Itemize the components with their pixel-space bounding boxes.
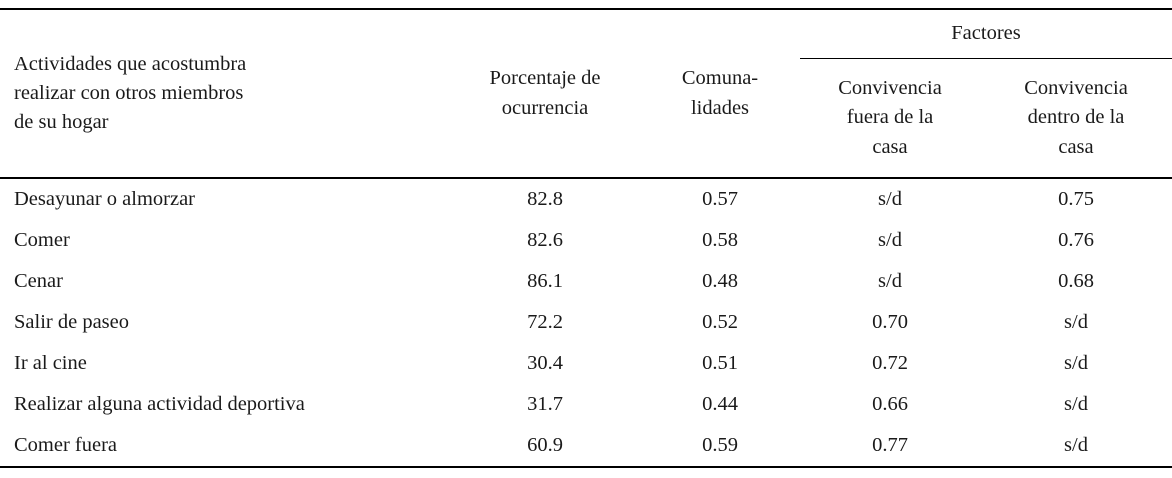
factor-outside-cell: 0.72 <box>872 352 908 375</box>
communalities-cell: 0.59 <box>702 434 738 457</box>
factors-group-header: Factores <box>800 9 1172 59</box>
occurrence-cell: 60.9 <box>527 434 563 457</box>
activity-cell: Ir al cine <box>14 352 87 375</box>
factor-inside-cell: 0.75 <box>1058 188 1094 211</box>
occurrence-cell: 82.8 <box>527 188 563 211</box>
table-row: Desayunar o almorzar 82.8 0.57 s/d 0.75 <box>0 178 1172 220</box>
factor-analysis-table: Actividades que acostumbra realizar con … <box>0 8 1172 468</box>
factor-inside-cell: s/d <box>1064 434 1088 457</box>
occurrence-cell: 30.4 <box>527 352 563 375</box>
table-row: Salir de paseo 72.2 0.52 0.70 s/d <box>0 302 1172 343</box>
factor-inside-cell: s/d <box>1064 393 1088 416</box>
activity-cell: Comer fuera <box>14 434 118 457</box>
factor-outside-cell: 0.66 <box>872 393 908 416</box>
activity-column-header: Actividades que acostumbra realizar con … <box>0 9 450 179</box>
factor-outside-header: Convivencia fuera de la casa <box>800 58 980 179</box>
activity-cell: Realizar alguna actividad deportiva <box>14 393 305 416</box>
table-header-row-factors: Convivencia fuera de la casa Convivencia… <box>0 58 1172 179</box>
table-header: Actividades que acostumbra realizar con … <box>0 9 1172 179</box>
communalities-column-header: Comuna- lidades <box>640 9 800 179</box>
factor-inside-header: Convivencia dentro de la casa <box>980 58 1172 179</box>
factor-inside-cell: 0.76 <box>1058 229 1094 252</box>
factor-outside-cell: 0.77 <box>872 434 908 457</box>
factor-inside-cell: s/d <box>1064 311 1088 334</box>
table-row: Comer fuera 60.9 0.59 0.77 s/d <box>0 425 1172 467</box>
occurrence-cell: 82.6 <box>527 229 563 252</box>
factor-inside-cell: 0.68 <box>1058 270 1094 293</box>
activity-cell: Desayunar o almorzar <box>14 188 195 211</box>
factor-outside-cell: s/d <box>878 188 902 211</box>
table-header-row-group: Actividades que acostumbra realizar con … <box>0 9 1172 179</box>
communalities-cell: 0.51 <box>702 352 738 375</box>
communalities-cell: 0.57 <box>702 188 738 211</box>
table-row: Ir al cine 30.4 0.51 0.72 s/d <box>0 343 1172 384</box>
factor-inside-cell: s/d <box>1064 352 1088 375</box>
activity-cell: Comer <box>14 229 70 252</box>
communalities-cell: 0.52 <box>702 311 738 334</box>
table-row: Cenar 86.1 0.48 s/d 0.68 <box>0 261 1172 302</box>
activity-cell: Cenar <box>14 270 63 293</box>
table-row: Realizar alguna actividad deportiva 31.7 0… <box>0 384 1172 425</box>
communalities-cell: 0.48 <box>702 270 738 293</box>
activity-cell: Salir de paseo <box>14 311 129 334</box>
communalities-cell: 0.44 <box>702 393 738 416</box>
occurrence-column-header: Porcentaje de ocurrencia <box>450 9 640 179</box>
communalities-cell: 0.58 <box>702 229 738 252</box>
occurrence-cell: 86.1 <box>527 270 563 293</box>
occurrence-cell: 31.7 <box>527 393 563 416</box>
occurrence-cell: 72.2 <box>527 311 563 334</box>
table-row: Comer 82.6 0.58 s/d 0.76 <box>0 220 1172 261</box>
table-body: Desayunar o almorzar 82.8 0.57 s/d 0.75 Comer… <box>0 178 1172 467</box>
factor-outside-cell: 0.70 <box>872 311 908 334</box>
factor-outside-cell: s/d <box>878 229 902 252</box>
factor-outside-cell: s/d <box>878 270 902 293</box>
